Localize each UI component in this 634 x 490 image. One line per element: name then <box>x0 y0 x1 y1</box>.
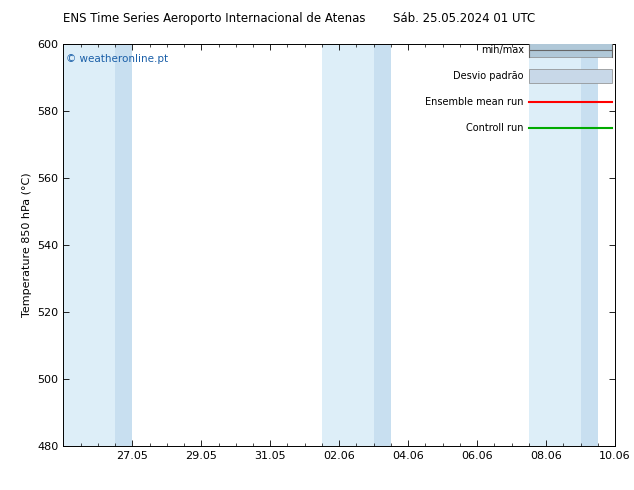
Text: Controll run: Controll run <box>467 123 524 133</box>
Text: Desvio padrão: Desvio padrão <box>453 71 524 81</box>
Y-axis label: Temperature 850 hPa (°C): Temperature 850 hPa (°C) <box>22 172 32 318</box>
Bar <box>322 44 391 446</box>
Text: © weatheronline.pt: © weatheronline.pt <box>66 54 168 64</box>
Bar <box>529 44 598 446</box>
Text: Sáb. 25.05.2024 01 UTC: Sáb. 25.05.2024 01 UTC <box>393 12 535 25</box>
Bar <box>115 44 133 446</box>
Text: ENS Time Series Aeroporto Internacional de Atenas: ENS Time Series Aeroporto Internacional … <box>63 12 366 25</box>
Bar <box>63 44 115 446</box>
FancyBboxPatch shape <box>529 43 612 57</box>
Bar <box>581 44 598 446</box>
Text: Ensemble mean run: Ensemble mean run <box>425 98 524 107</box>
Text: min/max: min/max <box>481 45 524 55</box>
Bar <box>373 44 391 446</box>
FancyBboxPatch shape <box>529 69 612 83</box>
